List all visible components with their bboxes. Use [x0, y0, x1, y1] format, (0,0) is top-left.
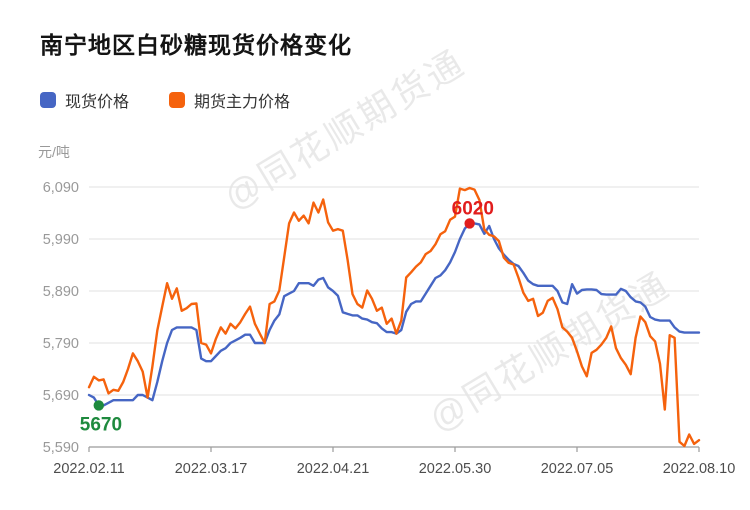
- x-axis-tick-label: 2022.07.05: [541, 461, 614, 477]
- x-axis-tick-label: 2022.05.30: [419, 461, 492, 477]
- annotation-label: 5670: [80, 414, 122, 435]
- y-axis-unit: 元/吨: [38, 144, 70, 160]
- y-axis-tick-label: 5,790: [43, 336, 79, 352]
- page-title: 南宁地区白砂糖现货价格变化: [40, 32, 352, 58]
- y-axis-tick-label: 5,890: [43, 284, 79, 300]
- annotation-dot: [464, 218, 475, 229]
- futures-swatch-icon: [169, 92, 186, 108]
- series-line-futures: [87, 186, 701, 448]
- y-axis-tick-label: 5,590: [43, 440, 79, 456]
- y-axis-tick-label: 5,690: [43, 388, 79, 404]
- y-axis-tick-label: 5,990: [43, 232, 79, 248]
- annotation-dot: [93, 400, 104, 411]
- x-axis-tick-label: 2022.04.21: [297, 461, 370, 477]
- annotation-label: 6020: [452, 198, 494, 219]
- x-axis-tick-label: 2022.02.11: [53, 461, 125, 477]
- x-axis-tick-label: 2022.03.17: [175, 461, 248, 477]
- spot-swatch-icon: [40, 92, 56, 108]
- series-line-spot: [87, 222, 701, 407]
- legend-label-spot: 现货价格: [65, 94, 130, 111]
- legend: 现货价格 期货主力价格: [40, 88, 290, 112]
- legend-item-futures[interactable]: 期货主力价格: [169, 88, 290, 112]
- y-axis-tick-label: 6,090: [43, 180, 79, 196]
- legend-label-futures: 期货主力价格: [194, 94, 291, 111]
- x-axis-tick-label: 2022.08.10: [663, 461, 736, 477]
- legend-item-spot[interactable]: 现货价格: [40, 88, 129, 112]
